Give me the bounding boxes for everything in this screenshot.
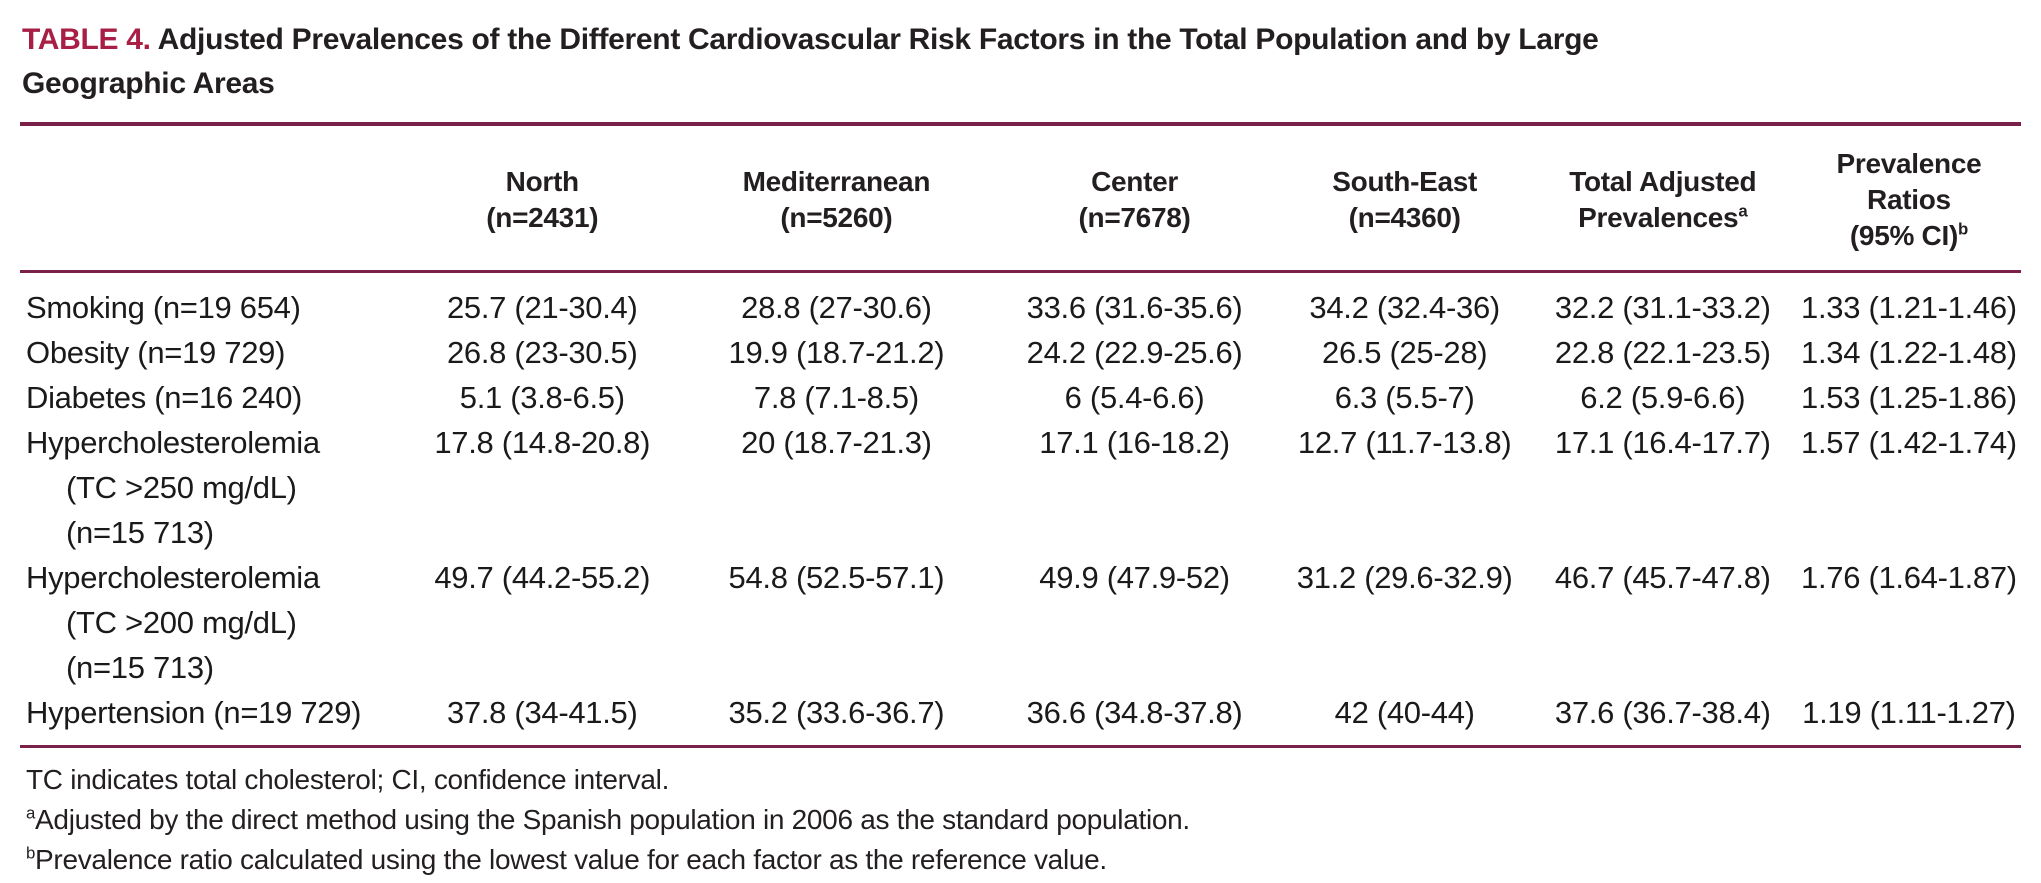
cell: 46.7 (45.7-47.8) [1554, 560, 1771, 595]
cell: 37.8 (34-41.5) [446, 695, 638, 730]
row-label: Hypercholesterolemia (TC >200 mg/dL) (n=… [26, 560, 320, 685]
cell: 1.53 (1.25-1.86) [1801, 380, 2017, 415]
table-row-obesity: Obesity (n=19 729) 26.8 (23-30.5) 19.9 (… [20, 330, 2021, 375]
cell: 19.9 (18.7-21.2) [728, 335, 945, 370]
cell: 5.1 (3.8-6.5) [459, 380, 625, 415]
table-row-hypertension: Hypertension (n=19 729) 37.8 (34-41.5) 3… [20, 690, 2021, 747]
cell: 25.7 (21-30.4) [446, 290, 638, 325]
cell: 26.8 (23-30.5) [446, 335, 638, 370]
table-row-diabetes: Diabetes (n=16 240) 5.1 (3.8-6.5) 7.8 (7… [20, 375, 2021, 420]
cell: 6 (5.4-6.6) [1064, 380, 1205, 415]
cell: 1.19 (1.11-1.27) [1802, 695, 2016, 730]
row-label: Hypercholesterolemia (TC >250 mg/dL) (n=… [26, 425, 320, 550]
cell: 7.8 (7.1-8.5) [753, 380, 919, 415]
cell: 6.3 (5.5-7) [1334, 380, 1475, 415]
cell: 17.1 (16.4-17.7) [1554, 425, 1771, 460]
header-north: North (n=2431) [400, 124, 685, 273]
cell: 54.8 (52.5-57.1) [728, 560, 945, 595]
cell: 32.2 (31.1-33.2) [1554, 290, 1771, 325]
cell: 31.2 (29.6-32.9) [1296, 560, 1513, 595]
row-label: Hypertension (n=19 729) [26, 695, 362, 730]
header-line: (n=7678) [1078, 202, 1191, 233]
header-line: (n=5260) [780, 202, 893, 233]
cell: 26.5 (25-28) [1322, 335, 1488, 370]
cell: 22.8 (22.1-23.5) [1554, 335, 1771, 370]
table-row-hypercholesterolemia-200: Hypercholesterolemia (TC >200 mg/dL) (n=… [20, 555, 2021, 690]
header-line: North [505, 166, 579, 197]
header-line: (n=4360) [1348, 202, 1461, 233]
cell: 24.2 (22.9-25.6) [1026, 335, 1243, 370]
header-line: Mediterranean [742, 166, 931, 197]
row-label: Diabetes (n=16 240) [26, 380, 303, 415]
header-line: Ratios [1867, 184, 1951, 215]
table-title-text: Adjusted Prevalences of the Different Ca… [22, 23, 1599, 100]
footnote-abbreviations: TC indicates total cholesterol; CI, conf… [26, 764, 670, 795]
cell: 28.8 (27-30.6) [741, 290, 932, 325]
footnotes: TC indicates total cholesterol; CI, conf… [26, 760, 2021, 880]
header-line: Center [1091, 166, 1178, 197]
cell: 17.1 (16-18.2) [1039, 425, 1230, 460]
cell: 17.8 (14.8-20.8) [434, 425, 651, 460]
footnote-marker-b: b [1957, 219, 1968, 239]
table-title: TABLE 4. Adjusted Prevalences of the Dif… [22, 18, 1622, 106]
table-row-smoking: Smoking (n=19 654) 25.7 (21-30.4) 28.8 (… [20, 272, 2021, 331]
cell: 49.9 (47.9-52) [1039, 560, 1230, 595]
header-line: (n=2431) [486, 202, 599, 233]
cell: 12.7 (11.7-13.8) [1297, 425, 1512, 460]
table-row-hypercholesterolemia-250: Hypercholesterolemia (TC >250 mg/dL) (n=… [20, 420, 2021, 555]
cell: 1.33 (1.21-1.46) [1801, 290, 2017, 325]
header-total-adjusted: Total Adjusted Prevalencesa [1528, 124, 1797, 273]
cell: 36.6 (34.8-37.8) [1026, 695, 1243, 730]
header-prevalence-ratios: Prevalence Ratios (95% CI)b [1796, 124, 2021, 273]
header-line: Prevalence [1836, 148, 1982, 179]
footnote-a: aAdjusted by the direct method using the… [26, 803, 1190, 835]
data-table: North (n=2431) Mediterranean (n=5260) Ce… [20, 122, 2021, 748]
header-mediterranean: Mediterranean (n=5260) [684, 124, 989, 273]
cell: 42 (40-44) [1334, 695, 1475, 730]
cell: 35.2 (33.6-36.7) [728, 695, 945, 730]
cell: 1.34 (1.22-1.48) [1801, 335, 2017, 370]
cell: 49.7 (44.2-55.2) [434, 560, 651, 595]
cell: 6.2 (5.9-6.6) [1580, 380, 1746, 415]
table-number-label: TABLE 4. [22, 23, 151, 56]
header-center: Center (n=7678) [988, 124, 1281, 273]
cell: 20 (18.7-21.3) [741, 425, 932, 460]
cell: 34.2 (32.4-36) [1309, 290, 1500, 325]
header-line: South-East [1332, 166, 1478, 197]
cell: 1.57 (1.42-1.74) [1801, 425, 2017, 460]
header-empty [20, 124, 401, 273]
header-row: North (n=2431) Mediterranean (n=5260) Ce… [20, 124, 2021, 273]
footnote-b: bPrevalence ratio calculated using the l… [26, 843, 1107, 875]
header-line: (95% CI)b [1849, 219, 1968, 251]
header-line: Prevalencesa [1578, 201, 1748, 233]
cell: 37.6 (36.7-38.4) [1554, 695, 1771, 730]
row-label: Smoking (n=19 654) [26, 290, 301, 325]
header-line: Total Adjusted [1569, 166, 1757, 197]
row-label: Obesity (n=19 729) [26, 335, 286, 370]
header-south-east: South-East (n=4360) [1280, 124, 1529, 273]
cell: 33.6 (31.6-35.6) [1026, 290, 1243, 325]
footnote-marker-a: a [1738, 201, 1748, 221]
cell: 1.76 (1.64-1.87) [1801, 560, 2017, 595]
